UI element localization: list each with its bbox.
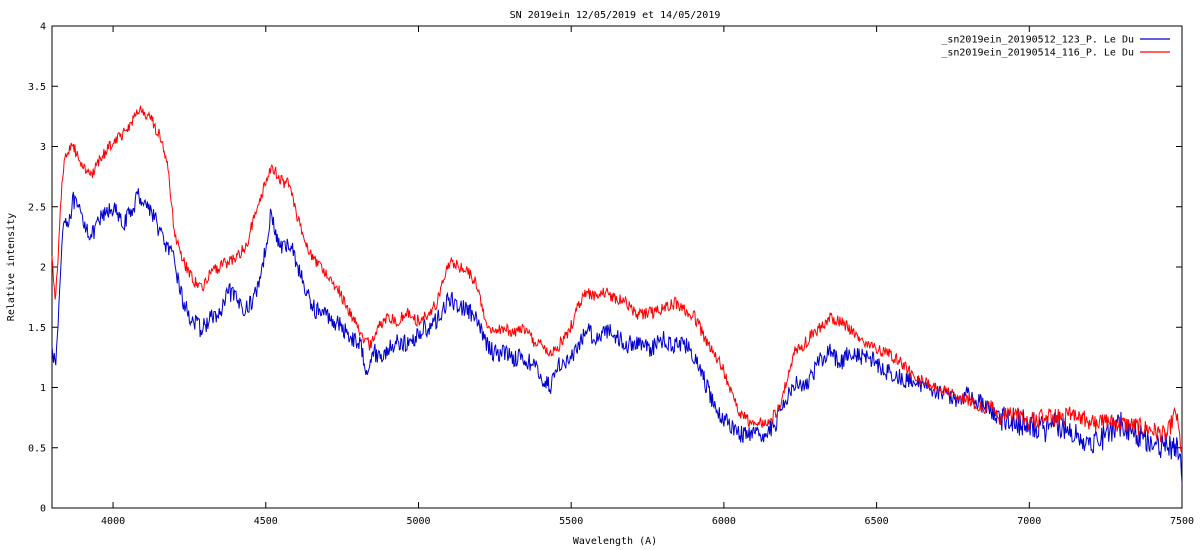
x-axis-label: Wavelength (A) [573,536,657,547]
x-tick-label: 4000 [101,516,125,527]
chart-title: SN 2019ein 12/05/2019 et 14/05/2019 [510,10,721,21]
x-tick-label: 4500 [254,516,278,527]
y-tick-label: 1 [40,383,46,394]
plot-frame [51,25,1183,509]
x-tick-label: 7500 [1170,516,1194,527]
series-line-2 [51,105,1183,453]
y-axis: 0 0.5 1 1.5 2 2.5 3 3.5 4 [28,22,1182,515]
y-tick-label: 0 [40,504,46,515]
y-tick-label: 4 [40,22,46,33]
y-tick-label: 0.5 [28,443,46,454]
legend-label-1: _sn2019ein_20190512_123_P. Le Du [941,35,1134,46]
y-tick-label: 2.5 [28,202,46,213]
x-tick-label: 6000 [712,516,736,527]
x-axis: 4000 4500 5000 5500 6000 6500 7000 7500 [101,26,1194,527]
y-tick-label: 3 [40,142,46,153]
series-line-1 [51,188,1183,484]
x-tick-label: 5500 [559,516,583,527]
y-tick-label: 3.5 [28,82,46,93]
y-tick-label: 1.5 [28,323,46,334]
y-tick-label: 2 [40,263,46,274]
legend-label-2: _sn2019ein_20190514_116_P. Le Du [941,48,1134,59]
x-tick-label: 6500 [865,516,889,527]
legend: _sn2019ein_20190512_123_P. Le Du _sn2019e… [941,35,1170,59]
series-layer [51,105,1183,484]
y-axis-label: Relative intensity [6,213,17,321]
x-tick-label: 7000 [1017,516,1041,527]
x-tick-label: 5000 [406,516,430,527]
